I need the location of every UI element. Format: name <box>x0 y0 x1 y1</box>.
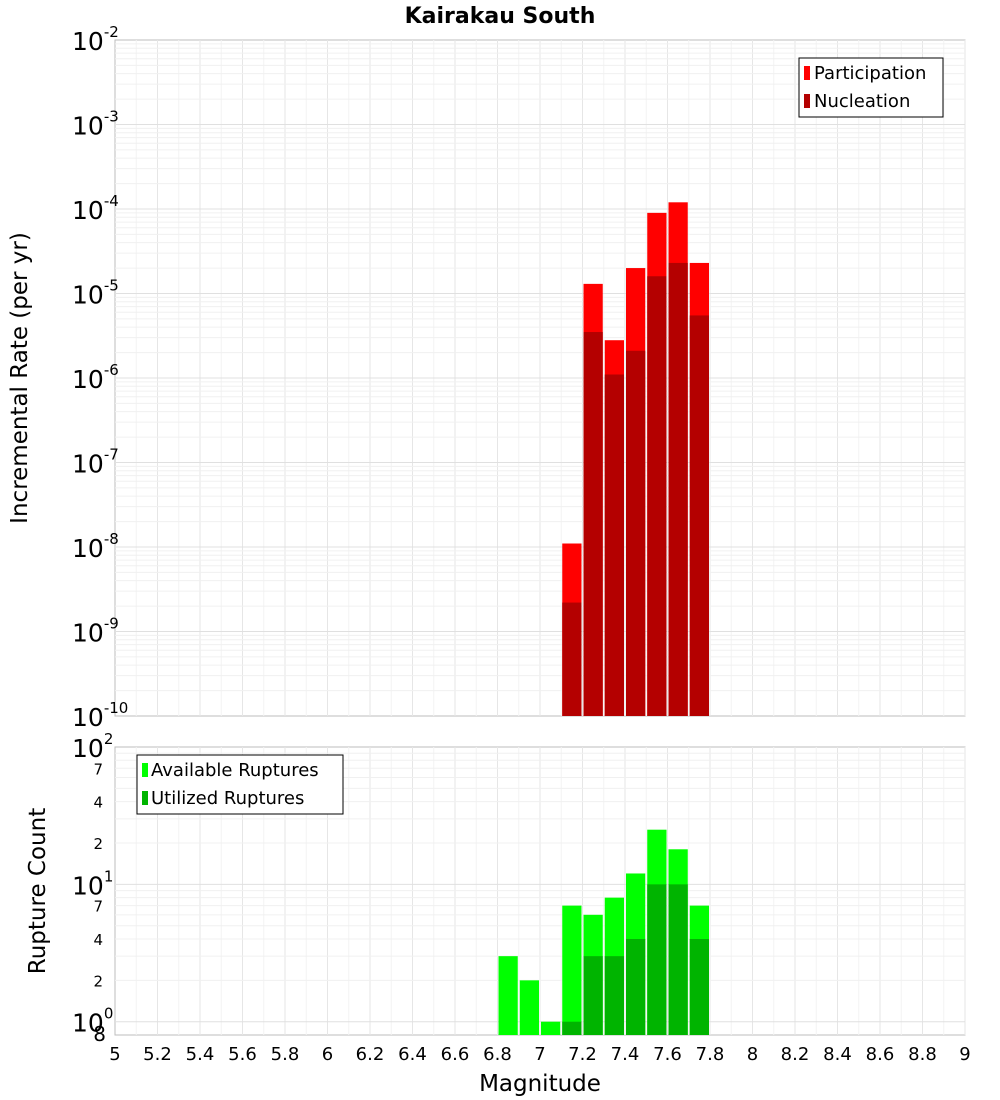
x-tick-label: 8.8 <box>908 1044 937 1065</box>
nucleation-bar <box>604 374 624 716</box>
legend-label: Participation <box>814 63 926 84</box>
nucleation-bar <box>562 602 582 716</box>
x-tick-label: 7.4 <box>611 1044 640 1065</box>
x-tick-label: 7.8 <box>696 1044 725 1065</box>
utilized-ruptures-bar <box>562 1021 582 1035</box>
x-tick-label: 9 <box>959 1044 970 1065</box>
bottom-y-tick-label: 102 <box>72 730 113 763</box>
top-y-tick-label: 10-7 <box>72 446 119 479</box>
top-y-tick-label: 10-10 <box>72 699 128 732</box>
bottom-y-minor-tick-label: 2 <box>93 972 103 990</box>
top-y-tick-label: 10-8 <box>72 530 119 563</box>
nucleation-bar <box>668 262 688 716</box>
chart-title: Kairakau South <box>405 4 596 29</box>
top-y-tick-label: 10-6 <box>72 361 119 394</box>
utilized-ruptures-bar <box>604 956 624 1035</box>
top-legend: Participation Nucleation <box>798 57 944 118</box>
x-tick-label: 5 <box>109 1044 120 1065</box>
bottom-y-tick-label: 101 <box>72 867 113 900</box>
legend-label: Utilized Ruptures <box>151 788 304 809</box>
top-y-tick-label: 10-3 <box>72 108 119 141</box>
top-bars <box>562 202 709 716</box>
x-axis-label: Magnitude <box>479 1071 601 1097</box>
x-tick-label: 5.8 <box>271 1044 300 1065</box>
bottom-legend-box <box>136 754 344 815</box>
available-ruptures-bar <box>498 956 518 1035</box>
utilized-ruptures-bar <box>583 956 603 1035</box>
top-y-tick-label: 10-5 <box>72 277 119 310</box>
bottom-y-minor-tick-label: 2 <box>93 835 103 853</box>
x-tick-label: 6.6 <box>441 1044 470 1065</box>
bottom-y-axis-label: Rupture Count <box>25 808 51 974</box>
x-tick-label: 7.6 <box>653 1044 682 1065</box>
x-tick-label: 8.6 <box>866 1044 895 1065</box>
x-tick-label: 8 <box>747 1044 758 1065</box>
nucleation-bar <box>647 276 667 716</box>
legend-label: Nucleation <box>814 91 910 112</box>
top-y-axis-label: Incremental Rate (per yr) <box>7 232 33 524</box>
x-tick-labels: 5 5.2 5.4 5.6 5.8 6 6.2 6.4 6.6 6.8 7 7.2 7.4 7.6 7.8 8… <box>109 1044 970 1065</box>
x-tick-label: 6.2 <box>356 1044 385 1065</box>
legend-label: Available Ruptures <box>151 760 319 781</box>
x-tick-label: 8.4 <box>823 1044 852 1065</box>
bottom-y-minor-tick-label: 4 <box>93 931 103 949</box>
x-tick-label: 5.4 <box>186 1044 215 1065</box>
x-tick-label: 8.2 <box>781 1044 810 1065</box>
nucleation-bar <box>583 332 603 716</box>
top-legend-box <box>798 57 944 118</box>
available-ruptures-bar <box>541 1021 561 1035</box>
x-tick-label: 5.6 <box>228 1044 257 1065</box>
top-y-tick-label: 10-9 <box>72 615 119 648</box>
top-panel: 10-10 10-9 10-8 10-7 10-6 10-5 10-4 10-3 10-2 In… <box>7 23 966 732</box>
top-gridlines <box>115 40 966 716</box>
x-tick-label: 7 <box>534 1044 545 1065</box>
available-ruptures-bar <box>519 980 539 1035</box>
x-tick-label: 6 <box>322 1044 333 1065</box>
bottom-y-minor-tick-label: 4 <box>93 794 103 812</box>
nucleation-bar <box>689 315 709 716</box>
legend-swatch <box>142 763 148 777</box>
x-tick-label: 6.4 <box>398 1044 427 1065</box>
utilized-ruptures-bar <box>626 939 646 1035</box>
bottom-y-minor-tick-label: 8 <box>93 1022 106 1046</box>
bottom-y-tick-label: 100 <box>72 1005 113 1038</box>
x-tick-label: 7.2 <box>568 1044 597 1065</box>
available-ruptures-bar <box>562 905 582 1035</box>
utilized-ruptures-bar <box>689 939 709 1035</box>
bottom-y-minor-tick-label: 7 <box>93 760 103 778</box>
bottom-bars <box>498 829 709 1035</box>
x-tick-label: 5.2 <box>143 1044 172 1065</box>
legend-swatch <box>804 66 810 80</box>
bottom-legend: Available Ruptures Utilized Ruptures <box>136 754 344 815</box>
bottom-y-minor-tick-label: 7 <box>93 898 103 916</box>
top-y-tick-labels: 10-10 10-9 10-8 10-7 10-6 10-5 10-4 10-3 10-2 <box>72 23 128 732</box>
top-y-tick-label: 10-4 <box>72 192 119 225</box>
nucleation-bar <box>626 350 646 716</box>
legend-swatch <box>142 791 148 805</box>
x-tick-label: 6.8 <box>483 1044 512 1065</box>
utilized-ruptures-bar <box>668 884 688 1035</box>
utilized-ruptures-bar <box>647 884 667 1035</box>
legend-swatch <box>804 94 810 108</box>
top-y-tick-label: 10-2 <box>72 23 119 56</box>
